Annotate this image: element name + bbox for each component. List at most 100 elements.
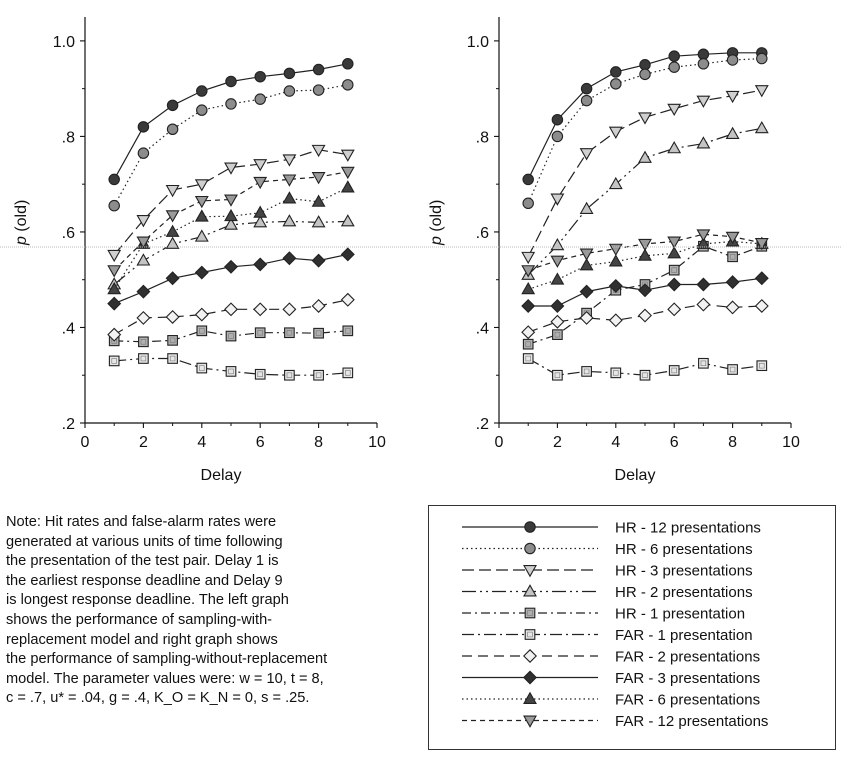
data-point [311,172,326,185]
data-point [282,154,297,167]
series-2 [522,52,768,210]
data-point [698,357,709,369]
data-point [312,63,325,76]
data-point [552,369,563,381]
x-tick-label: 0 [495,434,504,451]
legend-entry: FAR - 3 presentations [462,670,760,687]
data-point [196,104,208,116]
series-line [527,127,762,276]
legend-label: HR - 12 presentations [615,520,761,537]
legend-entry: FAR - 1 presentation [462,627,753,644]
legend-marker [524,542,536,555]
series-6 [522,353,768,381]
data-point [342,79,354,91]
y-tick-label: .4 [476,320,489,337]
data-point [521,281,536,295]
data-point [552,329,563,340]
data-point [165,309,180,324]
data-point [340,180,355,193]
x-tick-label: 10 [782,434,800,451]
data-point [550,193,565,206]
x-axis-label: Delay [615,467,656,484]
data-point [756,52,768,65]
legend-label: HR - 1 presentation [615,606,745,623]
data-point [311,253,326,268]
data-point [638,308,652,323]
data-point [253,215,268,228]
data-point [667,246,682,259]
data-point [254,70,266,83]
data-point [756,360,768,372]
legend-marker [523,670,537,685]
data-point [311,144,326,158]
legend-label: FAR - 12 presentations [615,713,768,730]
data-point [754,237,769,251]
data-point [282,302,297,317]
series-7 [107,292,355,342]
data-point [224,217,238,230]
data-point [551,113,564,126]
data-point [253,159,268,172]
data-point [522,173,534,186]
x-tick-label: 4 [611,434,620,451]
data-point [225,330,237,342]
data-point [194,195,209,209]
data-point [639,68,651,81]
series-line [113,220,348,285]
data-point [107,327,122,342]
data-point [608,126,623,139]
data-point [522,353,534,364]
data-point [610,367,622,379]
data-point [253,205,268,218]
data-point [340,149,355,162]
data-point [668,61,680,73]
legend-label: FAR - 1 presentation [615,627,753,644]
data-point [638,248,652,261]
data-point [283,85,296,97]
y-tick-label: 1.0 [467,34,489,51]
data-point [107,296,122,311]
data-point [608,243,623,256]
data-point [312,84,325,96]
legend-samples: HR - 12 presentations HR - 6 presentation… [462,520,768,730]
note-line: the presentation of the test pair. Delay… [6,553,279,570]
data-point [726,54,739,66]
data-point [342,58,354,70]
data-point [165,236,180,249]
data-point [224,162,238,175]
figure-note: Note: Hit rates and false-alarm rates we… [6,513,418,709]
series-4 [107,214,355,290]
data-point [224,194,238,207]
legend-label: FAR - 2 presentations [615,649,760,666]
data-point [137,121,150,133]
legend-marker [524,629,536,640]
y-axis-label: p (old) [428,200,445,246]
data-point [311,194,326,207]
data-point [253,302,268,317]
data-point [667,103,682,117]
legend-marker [524,521,536,533]
data-point [725,126,740,139]
data-point [282,214,297,227]
legend-entry: HR - 6 presentations [462,541,753,558]
note-line: replacement model and right graph shows [6,631,278,648]
data-point [581,366,592,377]
data-point [107,265,122,278]
data-point [254,93,266,105]
series-line [113,171,348,271]
data-point [727,364,738,375]
data-point [522,338,534,350]
data-point [254,368,266,380]
data-point [696,136,711,149]
data-point [340,247,355,262]
data-point [225,98,237,110]
data-point [225,75,237,88]
data-point [550,272,565,285]
x-tick-label: 8 [314,434,323,451]
data-point [696,297,711,312]
data-point [696,277,711,292]
data-point [696,95,711,108]
data-point [254,327,266,339]
data-point [639,59,651,71]
